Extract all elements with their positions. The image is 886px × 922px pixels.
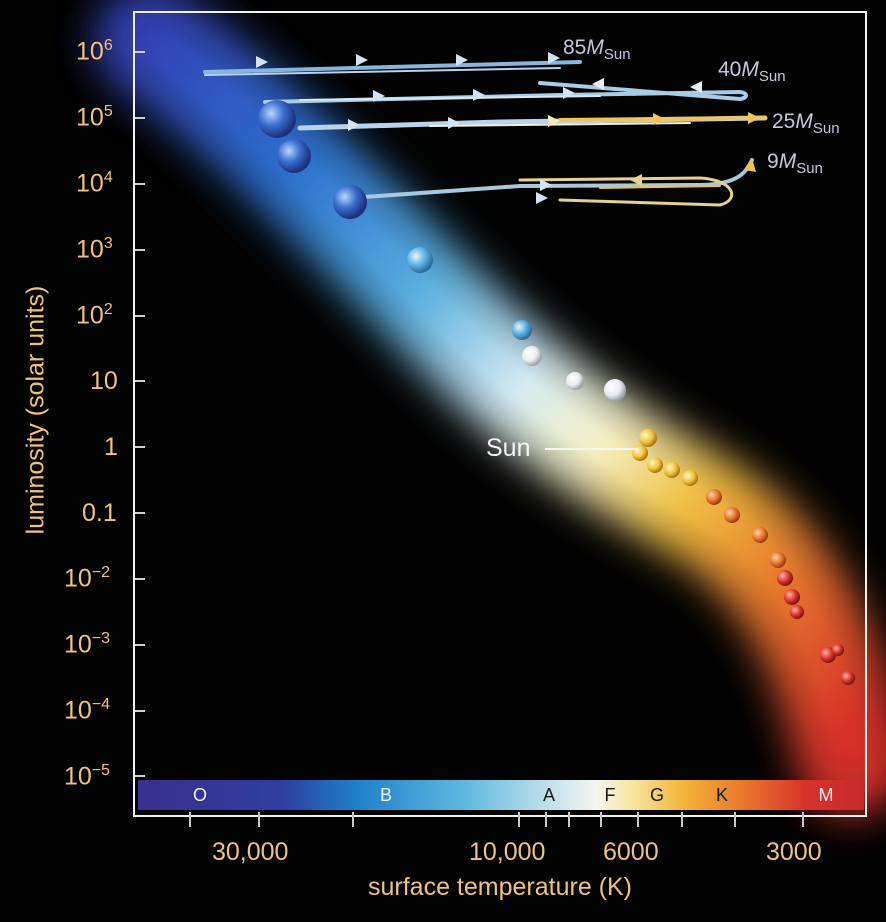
x-tick-mark	[734, 812, 736, 827]
x-tick-mark	[568, 812, 570, 827]
x-tick-mark	[189, 812, 191, 827]
x-tick-10000: 10,000	[469, 838, 546, 866]
spectral-class-a: A	[542, 785, 556, 805]
y-tick-1e-4: 10−4	[64, 696, 111, 725]
x-tick-mark	[600, 812, 602, 827]
spectral-class-bar	[138, 780, 864, 810]
x-tick-30000: 30,000	[212, 838, 289, 866]
x-tick-mark	[518, 812, 520, 827]
y-tick-1: 1	[104, 433, 118, 461]
x-tick-mark	[258, 812, 260, 827]
track-arrows	[256, 52, 760, 204]
track-85	[203, 60, 582, 74]
x-axis-label: surface temperature (K)	[368, 873, 632, 901]
spectral-class-o: O	[192, 785, 208, 805]
y-tick-1e4: 104	[76, 169, 113, 198]
y-tick-1e2: 102	[76, 301, 113, 330]
track-40	[263, 81, 748, 104]
y-tick-10: 10	[90, 367, 118, 395]
spectral-class-g: G	[649, 785, 665, 805]
plot-frame	[133, 11, 867, 817]
y-tick-1e5: 105	[76, 103, 113, 132]
y-tick-1e-3: 10−3	[64, 630, 111, 659]
y-tick-1e6: 106	[76, 37, 113, 66]
y-tick-1e-5: 10−5	[64, 762, 111, 791]
sun-label: Sun	[486, 434, 531, 462]
main-sequence-stars	[258, 100, 855, 685]
spectral-class-f: F	[604, 785, 616, 805]
y-tick-1e-2: 10−2	[64, 564, 111, 593]
track-label-25: 25MSun	[772, 110, 840, 137]
track-label-40: 40MSun	[718, 58, 786, 85]
y-tick-1e3: 103	[76, 235, 113, 264]
spectral-class-k: K	[715, 785, 729, 805]
spectral-class-b: B	[379, 785, 393, 805]
x-tick-mark	[545, 812, 547, 827]
y-axis-label: luminosity (solar units)	[21, 285, 50, 535]
x-tick-6000: 6000	[603, 838, 659, 866]
x-tick-mark	[637, 812, 639, 827]
spectral-class-m: M	[818, 785, 834, 805]
track-label-9: 9MSun	[767, 150, 823, 177]
x-tick-3000: 3000	[766, 838, 822, 866]
x-tick-mark	[352, 812, 354, 827]
track-label-85: 85MSun	[563, 36, 631, 63]
y-tick-0-1: 0.1	[82, 499, 117, 527]
y-axis-ticks	[133, 51, 145, 777]
x-tick-mark	[802, 812, 804, 827]
sun-pointer-line	[545, 448, 638, 450]
x-tick-mark	[681, 812, 683, 827]
